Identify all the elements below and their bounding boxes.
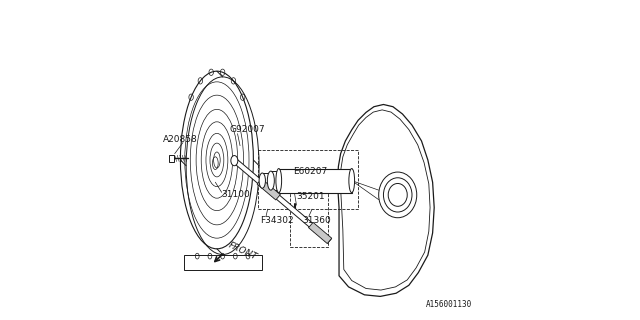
Text: G92007: G92007 <box>230 125 265 134</box>
Ellipse shape <box>276 169 282 193</box>
Polygon shape <box>308 222 332 244</box>
Text: 31360: 31360 <box>303 216 332 225</box>
Polygon shape <box>257 179 280 200</box>
Text: 35201: 35201 <box>296 192 325 201</box>
Text: A156001130: A156001130 <box>426 300 472 309</box>
Ellipse shape <box>231 156 238 166</box>
Ellipse shape <box>349 169 355 193</box>
Polygon shape <box>279 169 352 193</box>
FancyBboxPatch shape <box>184 254 262 270</box>
FancyBboxPatch shape <box>169 155 174 162</box>
Text: A20858: A20858 <box>163 135 198 144</box>
Text: 31100: 31100 <box>221 190 250 199</box>
Ellipse shape <box>268 171 275 190</box>
Text: F34302: F34302 <box>260 216 293 225</box>
Ellipse shape <box>259 173 266 188</box>
Text: FRONT: FRONT <box>227 240 258 262</box>
Text: E60207: E60207 <box>293 167 327 176</box>
Polygon shape <box>234 160 331 243</box>
